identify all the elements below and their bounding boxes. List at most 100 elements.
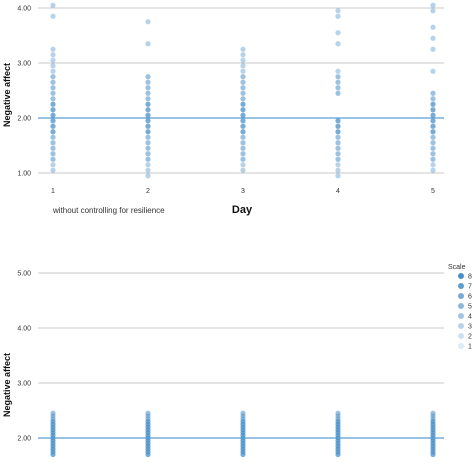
data-point	[335, 140, 341, 146]
data-point	[335, 145, 341, 151]
data-point	[240, 107, 246, 113]
legend-marker	[458, 343, 464, 349]
data-point	[335, 134, 341, 140]
data-point	[145, 156, 151, 162]
data-point	[50, 101, 56, 107]
data-point	[50, 167, 56, 173]
data-point	[240, 156, 246, 162]
data-point	[335, 30, 341, 36]
data-point	[240, 68, 246, 74]
data-point	[145, 74, 151, 80]
data-point	[50, 85, 56, 91]
data-point	[50, 90, 56, 96]
data-point	[240, 52, 246, 58]
data-point	[50, 96, 56, 102]
data-point	[145, 151, 151, 157]
data-point	[335, 123, 341, 129]
x-tick-label: 4	[336, 188, 340, 195]
data-point	[145, 118, 151, 124]
data-point	[145, 19, 151, 25]
data-point	[335, 162, 341, 168]
legend-label: 8	[468, 274, 472, 281]
y-tick-label: 5.00	[17, 271, 31, 278]
data-point	[50, 140, 56, 146]
data-point	[430, 140, 436, 146]
data-point	[240, 162, 246, 168]
data-point	[240, 167, 246, 173]
data-point	[335, 13, 341, 19]
data-point	[50, 2, 56, 8]
data-point	[145, 41, 151, 47]
data-point	[430, 129, 436, 135]
data-point	[430, 107, 436, 113]
data-point	[50, 107, 56, 113]
data-point	[430, 112, 436, 118]
data-point	[50, 156, 56, 162]
data-point	[240, 74, 246, 80]
data-point	[145, 134, 151, 140]
data-point	[145, 96, 151, 102]
data-point	[430, 35, 436, 41]
y-axis-label: Negative affect	[2, 353, 12, 417]
data-point	[240, 123, 246, 129]
data-point	[430, 8, 436, 14]
data-point	[430, 134, 436, 140]
data-point	[430, 151, 436, 157]
y-tick-label: 3.00	[17, 381, 31, 388]
legend-label: 5	[468, 304, 472, 311]
legend-marker	[458, 313, 464, 319]
data-point	[240, 90, 246, 96]
data-point	[335, 410, 341, 416]
data-point	[240, 57, 246, 63]
data-point	[240, 85, 246, 91]
data-point	[240, 46, 246, 52]
data-point	[145, 167, 151, 173]
data-point	[240, 134, 246, 140]
data-point	[145, 79, 151, 85]
data-point	[335, 151, 341, 157]
data-point	[240, 129, 246, 135]
legend-title: Scale	[448, 264, 466, 271]
data-point	[430, 410, 436, 416]
data-point	[430, 46, 436, 52]
data-point	[240, 79, 246, 85]
data-point	[240, 96, 246, 102]
data-point	[50, 79, 56, 85]
data-point	[335, 79, 341, 85]
data-point	[50, 151, 56, 157]
data-point	[335, 85, 341, 91]
data-point	[240, 63, 246, 69]
data-point	[50, 57, 56, 63]
legend-label: 4	[468, 314, 472, 321]
data-point	[240, 118, 246, 124]
data-point	[240, 101, 246, 107]
data-point	[145, 140, 151, 146]
data-point	[430, 90, 436, 96]
y-tick-label: 2.00	[17, 116, 31, 123]
data-point	[430, 68, 436, 74]
data-point	[240, 151, 246, 157]
data-point	[50, 52, 56, 58]
data-point	[50, 63, 56, 69]
data-point	[50, 74, 56, 80]
data-point	[430, 96, 436, 102]
data-point	[430, 167, 436, 173]
data-point	[145, 123, 151, 129]
data-point	[335, 129, 341, 135]
data-point	[50, 134, 56, 140]
data-point	[430, 24, 436, 30]
data-point	[240, 112, 246, 118]
data-point	[430, 145, 436, 151]
y-tick-label: 3.00	[17, 61, 31, 68]
data-point	[145, 145, 151, 151]
data-point	[50, 68, 56, 74]
data-point	[335, 74, 341, 80]
x-tick-label: 1	[51, 188, 55, 195]
x-tick-label: 5	[431, 188, 435, 195]
legend-marker	[458, 323, 464, 329]
data-point	[240, 140, 246, 146]
caption: without controlling for resilience	[52, 206, 165, 215]
legend-marker	[458, 303, 464, 309]
data-point	[145, 85, 151, 91]
